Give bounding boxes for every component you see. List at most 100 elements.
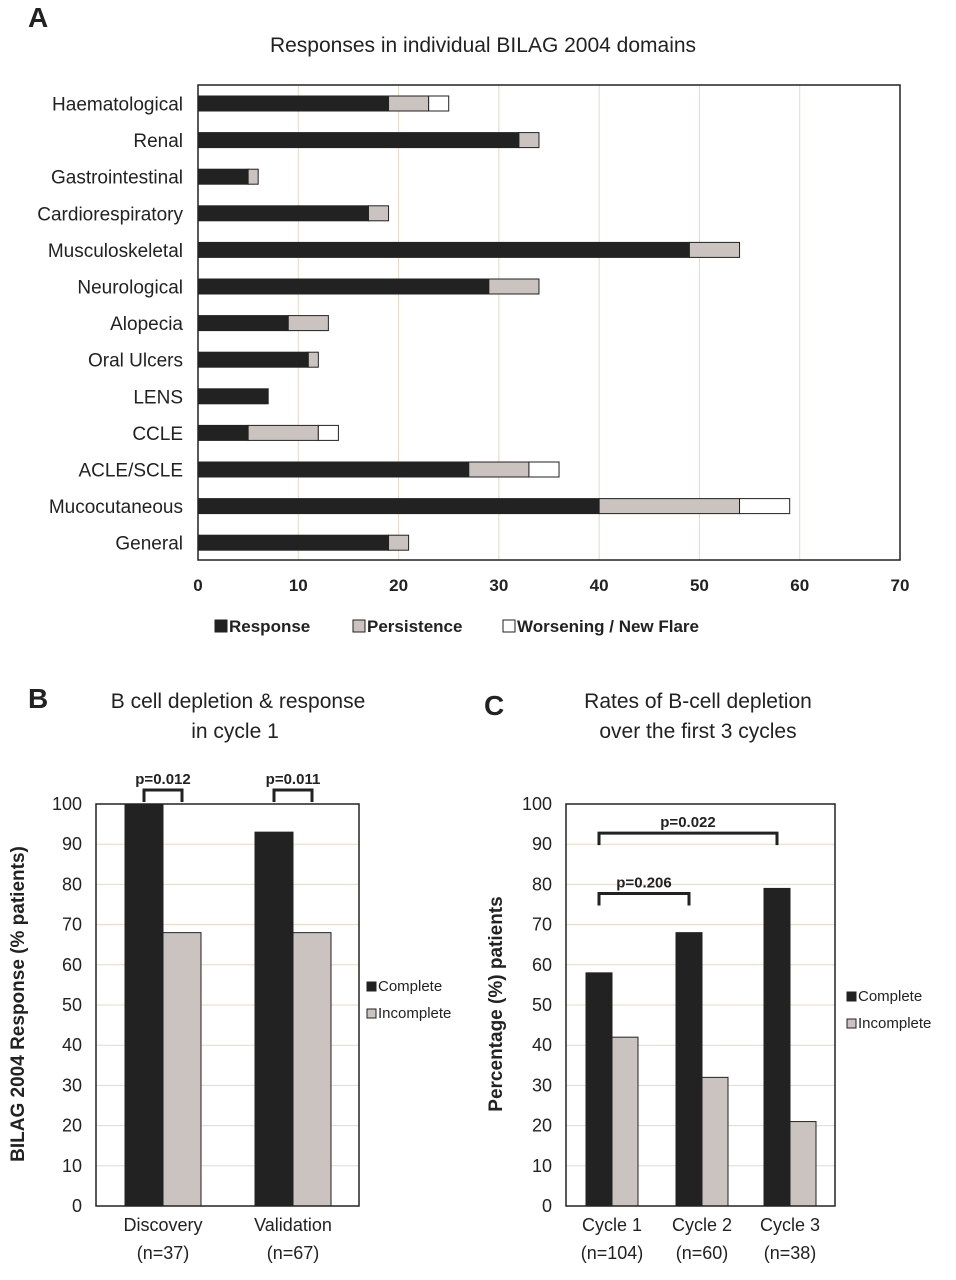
panel-c-significance-bracket — [597, 891, 691, 906]
panel-a-bar-response — [197, 388, 269, 405]
panel-c-x-category-label: Cycle 3 — [760, 1215, 820, 1235]
panel-b-chart: 0 10 20 30 40 50 60 70 80 90 100 Discovery (n=37) Val… — [52, 771, 451, 1263]
panel-a-bar-response — [197, 498, 600, 515]
panel-c-plot-frame — [565, 803, 836, 1207]
panel-b-y-tick-label: 10 — [62, 1156, 82, 1176]
panel-a-legend: Response Persistence Worsening / New Flare — [214, 617, 699, 636]
panel-c-bar-complete — [675, 932, 703, 1207]
panel-a-bar-response — [197, 278, 490, 295]
panel-a-bar-persistence — [388, 534, 410, 551]
panel-b-bar-complete — [254, 831, 294, 1207]
panel-b-p-value-label: p=0.012 — [135, 771, 190, 788]
panel-a-legend-label: Persistence — [367, 617, 462, 636]
panel-a-bar-persistence — [247, 424, 319, 441]
panel-c-bar-complete — [763, 887, 791, 1207]
panel-a-category-label: Musculoskeletal — [48, 241, 183, 262]
panel-c-title-line2: over the first 3 cycles — [599, 720, 796, 743]
panel-c-x-category-sublabel: (n=104) — [581, 1243, 644, 1263]
panel-a-bar-persistence — [287, 315, 329, 332]
panel-c-x-category-label: Cycle 1 — [582, 1215, 642, 1235]
panel-c-y-tick-label: 30 — [532, 1075, 552, 1095]
panel-c-letter: C — [484, 690, 504, 721]
panel-b-y-tick-label: 100 — [52, 794, 82, 814]
panel-c-x-category-sublabel: (n=38) — [764, 1243, 817, 1263]
panel-a-bar-persistence — [388, 95, 430, 112]
panel-a-bar-response — [197, 168, 249, 185]
panel-c-y-tick-label: 50 — [532, 995, 552, 1015]
panel-b-y-tick-label: 40 — [62, 1035, 82, 1055]
panel-a-legend-swatch — [352, 619, 366, 633]
panel-c-y-tick-label: 40 — [532, 1035, 552, 1055]
panel-a-bar-response — [197, 95, 390, 112]
panel-a-x-tick-label: 60 — [790, 576, 809, 595]
panel-b-y-tick-label: 70 — [62, 915, 82, 935]
panel-b-legend-label: Complete — [378, 978, 442, 995]
panel-c-y-tick-label: 0 — [542, 1196, 552, 1216]
panel-c-y-tick-label: 90 — [532, 834, 552, 854]
panel-a-x-tick-label: 10 — [289, 576, 308, 595]
panel-b-x-category-sublabel: (n=37) — [137, 1243, 190, 1263]
panel-a-category-label: Cardiorespiratory — [37, 204, 183, 225]
panel-b-bar-complete — [124, 803, 164, 1207]
panel-b-y-axis-label: BILAG 2004 Response (% patients) — [8, 846, 29, 1162]
panel-a-bar-persistence — [598, 498, 741, 515]
panel-a-letter: A — [28, 2, 48, 33]
panel-c-y-tick-label: 60 — [532, 955, 552, 975]
panel-a-category-label: Oral Ulcers — [88, 351, 183, 372]
panel-b-x-category-label: Discovery — [123, 1215, 202, 1235]
panel-a-bar-worsening-new-flare — [428, 95, 450, 112]
panel-a-legend-swatch — [502, 619, 516, 633]
panel-a-x-tick-label: 50 — [690, 576, 709, 595]
panel-b-y-tick-label: 80 — [62, 874, 82, 894]
panel-a-bar-response — [197, 205, 369, 222]
panel-a-bar-persistence — [247, 168, 259, 185]
panel-c-x-category-sublabel: (n=60) — [676, 1243, 729, 1263]
panel-c-y-tick-label: 70 — [532, 915, 552, 935]
panel-a-x-tick-label: 0 — [193, 576, 202, 595]
panel-a-bar-persistence — [307, 351, 319, 368]
panel-c-y-tick-label: 80 — [532, 874, 552, 894]
panel-a-category-label: Haematological — [52, 95, 183, 116]
panel-b-y-tick-label: 50 — [62, 995, 82, 1015]
panel-a-bar-response — [197, 351, 309, 368]
panel-a-bar-worsening-new-flare — [528, 461, 560, 478]
panel-a-x-ticks: 0 10 20 30 40 50 60 70 — [193, 576, 909, 595]
panel-a-bar-response — [197, 461, 470, 478]
panel-a-plot-frame — [197, 84, 901, 561]
panel-c-legend-swatch — [846, 1018, 857, 1029]
panel-c-bar-incomplete — [611, 1036, 639, 1207]
panel-a-bar-response — [197, 132, 520, 149]
panel-b-p-value-label: p=0.011 — [266, 771, 321, 788]
panel-c-bar-incomplete — [789, 1121, 817, 1207]
panel-a-bar-response — [197, 424, 249, 441]
panel-a-category-label: Neurological — [77, 278, 183, 299]
panel-a-legend-label: Worsening / New Flare — [517, 617, 699, 636]
panel-b-significance-bracket — [272, 788, 314, 802]
panel-b-title-line2: in cycle 1 — [191, 720, 279, 743]
panel-a-gridlines — [297, 85, 801, 560]
panel-b-bar-incomplete — [292, 932, 332, 1207]
panel-a-legend-swatch — [214, 619, 228, 633]
panel-b-legend-swatch — [366, 1008, 377, 1019]
panel-b-significance-bracket — [142, 788, 184, 802]
panel-c-title-line1: Rates of B-cell depletion — [584, 690, 812, 713]
panel-a-category-label: Alopecia — [110, 314, 183, 335]
panel-b-letter: B — [28, 683, 48, 714]
panel-a-bar-persistence — [688, 241, 741, 258]
panel-a-category-label: Gastrointestinal — [51, 168, 183, 189]
panel-b-x-category-sublabel: (n=67) — [267, 1243, 320, 1263]
panel-c-x-category-label: Cycle 2 — [672, 1215, 732, 1235]
panel-b-y-tick-label: 90 — [62, 834, 82, 854]
panel-c-y-tick-label: 100 — [522, 794, 552, 814]
panel-c-legend-swatch — [846, 991, 857, 1002]
panel-b-y-tick-label: 60 — [62, 955, 82, 975]
panel-b-legend-label: Incomplete — [378, 1005, 451, 1022]
panel-c-legend-label: Complete — [858, 988, 922, 1005]
panel-a-category-label: Renal — [133, 131, 183, 152]
panel-b-plot-frame — [95, 803, 360, 1207]
panel-a-bar-persistence — [468, 461, 530, 478]
panel-b-y-tick-label: 0 — [72, 1196, 82, 1216]
panel-c-legend-label: Incomplete — [858, 1015, 931, 1032]
panel-a-category-label: CCLE — [132, 424, 183, 445]
